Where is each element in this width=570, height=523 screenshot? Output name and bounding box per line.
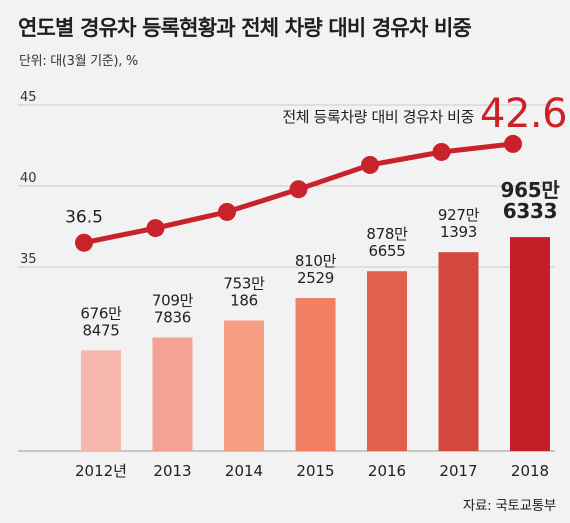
x-tick-label: 2017 bbox=[439, 462, 477, 480]
line-point bbox=[218, 202, 236, 221]
line-value-label: 36.5 bbox=[65, 208, 103, 228]
bar-value-label: 753만 bbox=[223, 274, 265, 292]
bar-value-label: 8475 bbox=[83, 321, 120, 339]
bar-value-label: 676만 bbox=[80, 304, 122, 322]
bar-value-label: 6333 bbox=[503, 199, 557, 223]
unit-label: 단위: 대(3월 기준), % bbox=[19, 54, 138, 69]
x-tick-label: 2016 bbox=[368, 462, 406, 480]
x-tick-label: 2014 bbox=[225, 462, 263, 480]
line-point bbox=[432, 142, 451, 161]
line-point bbox=[361, 155, 379, 174]
source-note: 자료: 국토교통부 bbox=[462, 498, 556, 514]
bar bbox=[81, 350, 121, 451]
y-tick-label: 45 bbox=[20, 90, 37, 105]
bar bbox=[367, 271, 407, 451]
line-point bbox=[504, 134, 522, 153]
highlight-value: 42.6 bbox=[480, 91, 567, 137]
bar-value-label: 2529 bbox=[297, 269, 334, 287]
x-tick-label: 2018 bbox=[511, 462, 549, 480]
line-point bbox=[289, 180, 308, 199]
y-tick-label: 40 bbox=[20, 171, 37, 186]
bar bbox=[510, 237, 550, 451]
x-tick-label: 2015 bbox=[296, 462, 334, 480]
bar-value-label: 965만 bbox=[501, 178, 561, 202]
highlight-label: 전체 등록차량 대비 경유차 비중 bbox=[282, 108, 474, 126]
line-point bbox=[75, 233, 93, 252]
bar-value-label: 927만 bbox=[438, 206, 480, 224]
bar bbox=[224, 320, 264, 451]
bar bbox=[295, 298, 336, 451]
bar-value-label: 1393 bbox=[440, 223, 477, 241]
x-tick-label: 2012년 bbox=[75, 462, 127, 480]
bar bbox=[152, 337, 193, 451]
bar-value-label: 878만 bbox=[366, 225, 408, 243]
bar-value-label: 7836 bbox=[154, 308, 191, 326]
x-tick-label: 2013 bbox=[153, 462, 191, 480]
bar bbox=[438, 252, 479, 451]
bar-value-label: 6655 bbox=[369, 242, 406, 260]
y-tick-label: 35 bbox=[20, 252, 37, 267]
bar-value-label: 709만 bbox=[152, 291, 194, 309]
line-point bbox=[146, 219, 165, 238]
chart-title: 연도별 경유차 등록현황과 전체 차량 대비 경유차 비중 bbox=[18, 16, 472, 40]
bar-value-label: 810만 bbox=[295, 252, 337, 270]
bar-value-label: 186 bbox=[230, 291, 258, 309]
